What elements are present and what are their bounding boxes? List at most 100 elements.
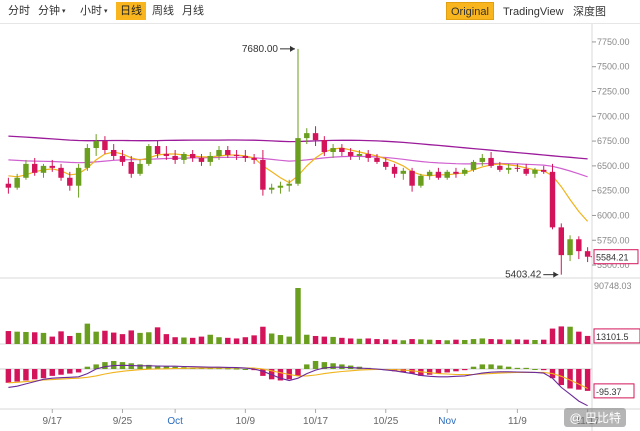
macd-hist-bar <box>541 369 547 371</box>
volume-bar <box>514 339 521 344</box>
macd-hist-bar <box>584 369 591 391</box>
candle-body <box>67 177 73 186</box>
candle <box>541 165 547 174</box>
candle-body <box>295 138 301 184</box>
volume-bar <box>49 336 55 344</box>
candle <box>479 153 486 166</box>
macd-hist-bar <box>84 366 91 369</box>
candle-body <box>268 187 275 190</box>
candle-body <box>330 148 336 152</box>
candle-body <box>374 157 380 162</box>
chevron-down-icon: ▾ <box>104 8 108 15</box>
interval-tab-0[interactable]: 分时 <box>4 2 34 20</box>
interval-tab-5[interactable]: 月线 <box>178 2 208 20</box>
interval-tab-1[interactable]: 分钟 ▾ <box>34 2 70 20</box>
candle-body <box>391 166 398 174</box>
candle-body <box>365 153 371 158</box>
macd-dea-line <box>8 367 588 389</box>
volume-bar <box>426 339 433 344</box>
volume-bar <box>110 332 117 344</box>
candlestick-chart[interactable]: 7750.00 7500.00 7250.00 7000.00 6750.00 6500.… <box>0 24 640 431</box>
candle-body <box>532 169 538 174</box>
candle <box>251 153 257 164</box>
interval-tab-4[interactable]: 周线 <box>148 2 178 20</box>
volume-bar <box>75 332 82 344</box>
volume-bar <box>584 335 591 344</box>
volume-bar <box>216 337 222 344</box>
volume-bar <box>93 331 99 344</box>
x-tick-label: 10/9 <box>236 416 256 427</box>
volume-bar <box>567 326 573 344</box>
candle-body <box>40 165 47 173</box>
candle-body <box>304 133 310 139</box>
volume-bar <box>453 339 459 344</box>
candle <box>172 150 178 164</box>
candle <box>470 159 477 172</box>
macd-hist-bar <box>576 369 582 390</box>
x-tick-label: 10/17 <box>303 416 328 427</box>
candle <box>312 126 319 147</box>
candle <box>110 144 117 160</box>
candle-body <box>339 148 345 152</box>
interval-tab-3[interactable]: 日线 <box>116 2 146 20</box>
macd-hist-bar <box>470 366 477 369</box>
macd-hist-bar <box>242 369 249 370</box>
candle <box>268 183 275 194</box>
price-tick-label: 5750.00 <box>597 235 630 245</box>
candle-body <box>426 171 433 176</box>
candle <box>365 150 371 162</box>
candle <box>295 48 301 186</box>
volume-bar <box>321 336 328 344</box>
candle <box>453 167 459 178</box>
macd-hist-bar <box>163 366 170 369</box>
candle <box>514 163 521 172</box>
view-tab-1[interactable]: TradingView <box>503 6 564 18</box>
volume-bar <box>444 340 450 344</box>
candle-body <box>356 153 363 156</box>
candle <box>383 157 389 170</box>
volume-bar <box>198 336 205 344</box>
macd-hist-bar <box>558 369 565 386</box>
volume-bar <box>400 340 407 344</box>
candle <box>181 151 187 164</box>
price-tick-label: 6000.00 <box>597 210 630 220</box>
low-price-label: 5403.42 <box>505 270 542 281</box>
view-tab-2[interactable]: 深度图 <box>573 6 606 18</box>
candle-body <box>347 151 354 156</box>
volume-bar <box>409 339 415 344</box>
volume-bar <box>576 331 582 344</box>
volume-bar <box>339 337 345 344</box>
volume-bar <box>84 323 91 344</box>
macd-hist-bar <box>497 365 503 369</box>
candle <box>549 163 556 230</box>
candle-body <box>146 146 152 164</box>
volume-bar <box>163 334 170 344</box>
macd-last-label: -95.37 <box>596 387 622 397</box>
candle-body <box>233 154 240 156</box>
macd-hist-bar <box>154 365 161 369</box>
candle <box>146 144 152 166</box>
candle <box>84 144 91 171</box>
volume-bar <box>374 339 380 344</box>
candle <box>189 150 196 162</box>
price-tick-label: 7500.00 <box>597 62 630 72</box>
candle <box>356 150 363 160</box>
volume-bar <box>497 339 503 344</box>
candle <box>558 223 565 275</box>
macd-hist-bar <box>488 364 494 369</box>
macd-hist-bar <box>400 369 407 373</box>
macd-hist-bar <box>216 368 222 370</box>
chevron-down-icon: ▾ <box>62 8 66 15</box>
interval-tab-2[interactable]: 小时 ▾ <box>76 2 112 20</box>
candle <box>374 153 380 164</box>
view-tab-0[interactable]: Original <box>446 2 494 20</box>
macd-hist-bar <box>277 369 284 381</box>
candle-body <box>470 161 477 170</box>
candle <box>216 146 222 160</box>
macd-hist-bar <box>102 362 108 369</box>
x-tick-label: 9/25 <box>113 416 133 427</box>
volume-bar <box>40 332 47 344</box>
candle-body <box>400 170 407 174</box>
volume-bar <box>251 335 257 344</box>
macd-hist-bar <box>523 367 529 369</box>
